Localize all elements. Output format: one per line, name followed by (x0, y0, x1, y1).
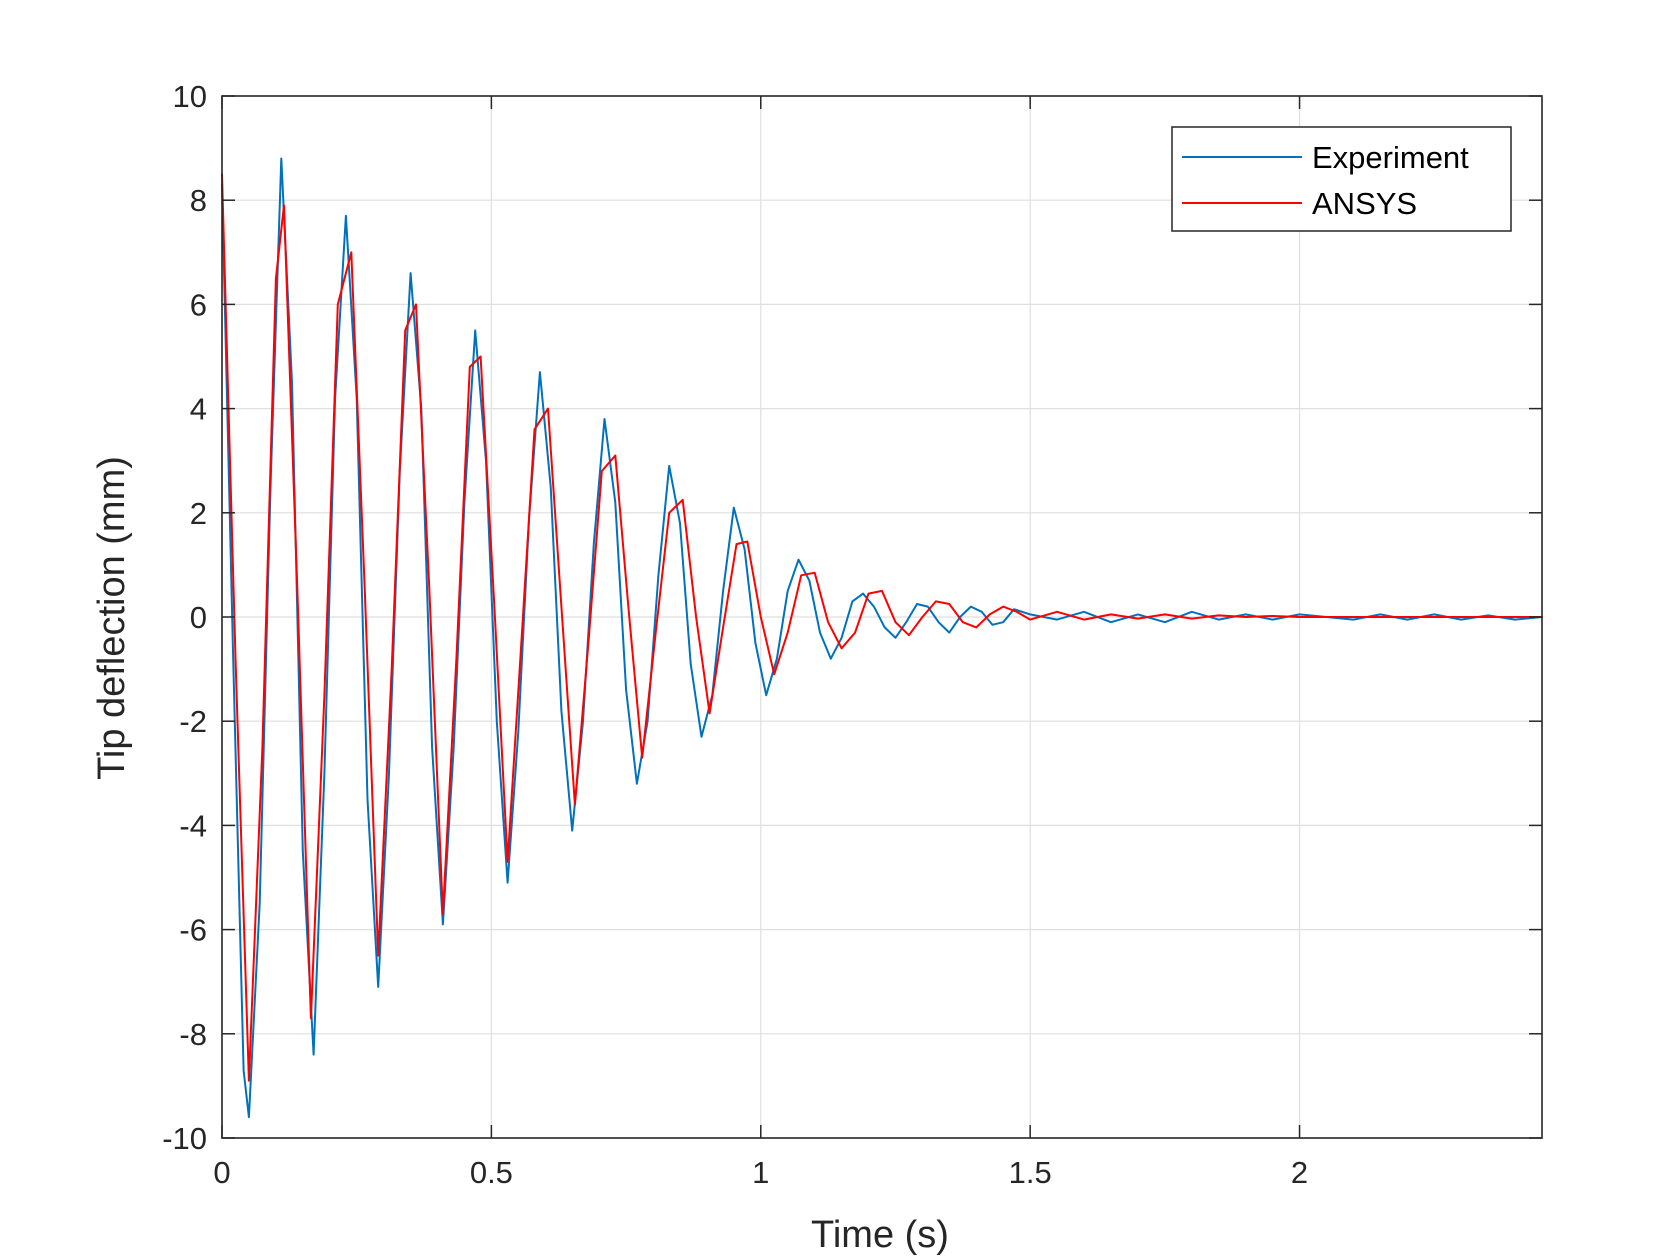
y-tick-label: 4 (190, 392, 207, 427)
y-tick-labels: -10 -8 -6 -4 -2 0 2 4 6 8 10 (162, 79, 207, 1156)
x-tick-label: 2 (1291, 1155, 1308, 1190)
y-tick-label: 2 (190, 496, 207, 531)
x-tick-labels: 0 0.5 1 1.5 2 (213, 1155, 1308, 1190)
x-tick-label: 0 (213, 1155, 230, 1190)
x-tick-label: 0.5 (470, 1155, 513, 1190)
legend: Experiment ANSYS (1171, 126, 1512, 232)
y-tick-label: -6 (179, 913, 207, 948)
x-tick-label: 1 (752, 1155, 769, 1190)
legend-label-ansys: ANSYS (1312, 186, 1417, 221)
y-tick-label: 6 (190, 287, 207, 322)
x-axis-label: Time (s) (811, 1214, 949, 1256)
y-tick-label: -8 (179, 1017, 207, 1052)
y-tick-label: 10 (173, 79, 207, 114)
series-group (221, 157, 1543, 1119)
y-tick-label: -10 (162, 1121, 207, 1156)
tick-marks (221, 95, 1542, 1139)
series-line-experiment (221, 157, 1543, 1119)
legend-label-experiment: Experiment (1312, 140, 1469, 175)
series-line-ansys (221, 173, 1543, 1082)
y-axis-label: Tip deflection (mm) (91, 456, 133, 780)
legend-box (1171, 126, 1512, 232)
y-tick-label: 8 (190, 183, 207, 218)
y-tick-label: -2 (179, 704, 207, 739)
y-tick-label: -4 (179, 808, 207, 843)
x-tick-label: 1.5 (1009, 1155, 1052, 1190)
y-tick-label: 0 (190, 600, 207, 635)
